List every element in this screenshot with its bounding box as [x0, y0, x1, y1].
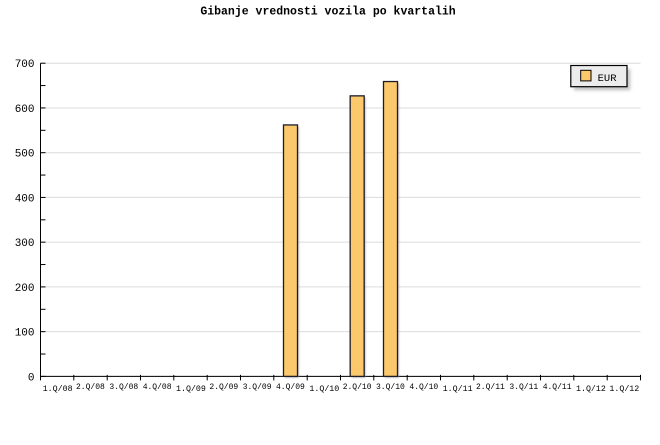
svg-text:500: 500 [15, 149, 35, 161]
svg-text:200: 200 [15, 283, 35, 295]
svg-text:1.Q/09: 1.Q/09 [176, 384, 206, 394]
svg-text:2.Q/09: 2.Q/09 [209, 383, 238, 392]
svg-text:4.Q/10: 4.Q/10 [409, 383, 438, 392]
svg-text:1.Q/11: 1.Q/11 [443, 384, 473, 394]
svg-text:600: 600 [15, 104, 35, 116]
svg-text:1.Q/10: 1.Q/10 [309, 384, 339, 394]
svg-text:0: 0 [28, 372, 35, 384]
svg-text:2.Q/08: 2.Q/08 [76, 383, 105, 392]
svg-text:300: 300 [15, 238, 35, 250]
svg-text:3.Q/09: 3.Q/09 [243, 383, 272, 392]
svg-text:1.Q/08: 1.Q/08 [43, 384, 73, 394]
svg-text:3.Q/10: 3.Q/10 [376, 383, 405, 392]
svg-text:2.Q/10: 2.Q/10 [343, 383, 372, 392]
svg-text:4.Q/09: 4.Q/09 [276, 383, 305, 392]
svg-text:2.Q/11: 2.Q/11 [476, 383, 505, 392]
svg-text:1.Q/12: 1.Q/12 [576, 384, 606, 394]
svg-text:100: 100 [15, 328, 35, 340]
svg-text:4.Q/11: 4.Q/11 [543, 383, 572, 392]
svg-text:3.Q/11: 3.Q/11 [509, 383, 538, 392]
svg-text:700: 700 [15, 59, 35, 71]
svg-text:1.Q/12: 1.Q/12 [609, 384, 639, 394]
svg-text:400: 400 [15, 193, 35, 205]
svg-text:4.Q/08: 4.Q/08 [143, 383, 172, 392]
svg-text:3.Q/08: 3.Q/08 [109, 383, 138, 392]
svg-text:EUR: EUR [598, 73, 618, 85]
svg-text:Gibanje vrednosti vozila po kv: Gibanje vrednosti vozila po kvartalih [200, 5, 455, 18]
